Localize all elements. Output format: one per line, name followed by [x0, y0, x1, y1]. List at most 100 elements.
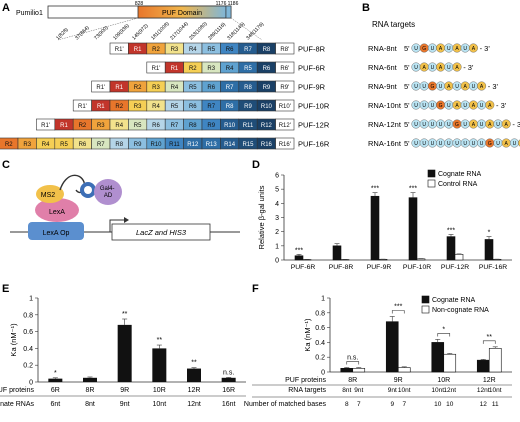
- construct-name: PUF-6R: [298, 64, 326, 73]
- row-label: Number of matched bases: [244, 401, 327, 408]
- nucleotide-letter: U: [447, 46, 451, 52]
- matched-bases-label: 7: [357, 401, 361, 408]
- repeat-label: R9': [280, 85, 289, 91]
- bar: [485, 239, 493, 260]
- panel-label-e: E: [2, 283, 9, 295]
- repeat-label: R1': [41, 123, 50, 129]
- repeat-label: R6': [280, 66, 289, 72]
- repeat-label: R3: [97, 123, 105, 129]
- construct-name: PUF-10R: [298, 102, 330, 111]
- bar: [83, 378, 97, 382]
- x-tick-label: 8R: [86, 387, 95, 394]
- bar: [477, 360, 489, 372]
- gal4-ad-protein: [94, 179, 122, 205]
- significance-mark: ***: [371, 186, 379, 193]
- y-tick-label: 0.8: [23, 312, 33, 319]
- x-tick-label: 9R: [120, 387, 129, 394]
- pumilio-bar: [48, 6, 231, 18]
- cognate-rna-label: 9nt: [120, 401, 130, 408]
- x-tick-label: 12R: [188, 387, 201, 394]
- nucleotide-letter: U: [422, 122, 426, 128]
- nucleotide-letter: G: [488, 141, 492, 147]
- repeat-label: R1': [78, 104, 87, 110]
- repeat-label: R3: [207, 66, 215, 72]
- domain-position-label: 1(828): [55, 27, 70, 42]
- repeat-label: R3: [171, 47, 179, 53]
- repeat-label: R4: [189, 47, 197, 53]
- x-tick-label: PUF-12R: [441, 264, 469, 271]
- domain-position-label: 253(1080): [188, 21, 209, 42]
- repeat-label: R4: [226, 66, 234, 72]
- repeat-label: R4: [171, 85, 179, 91]
- nucleotide-letter: U: [422, 84, 426, 90]
- legend-swatch: [428, 180, 435, 187]
- cognate-rna-label: 6nt: [50, 401, 60, 408]
- repeat-label: R16: [261, 142, 273, 148]
- repeat-label: R10: [150, 142, 162, 148]
- repeat-label: R14: [224, 142, 236, 148]
- legend-label: Control RNA: [438, 181, 478, 188]
- x-tick-label: 8R: [348, 377, 357, 384]
- y-tick-label: 0.2: [23, 363, 33, 370]
- repeat-label: R2: [79, 123, 87, 129]
- panel-label-a: A: [2, 2, 10, 14]
- y-tick-label: 2: [275, 229, 279, 236]
- repeat-label: R10: [261, 104, 273, 110]
- y-tick-label: 0.2: [315, 355, 325, 362]
- cognate-rna-label: 8nt: [85, 401, 95, 408]
- nucleotide-letter: U: [447, 141, 451, 147]
- significance-bracket: [483, 341, 495, 344]
- y-axis-label: Relative β-gal units: [257, 185, 266, 249]
- y-tick-label: 0: [275, 258, 279, 265]
- rna-target-name: RNA-10nt: [368, 101, 402, 110]
- bar: [444, 354, 456, 372]
- rna-3prime: - 3': [463, 63, 474, 72]
- rna-target-name: RNA-9nt: [368, 82, 398, 91]
- gal4-line2: AD: [104, 193, 113, 199]
- row-label: PUF proteins: [0, 387, 34, 394]
- bar: [398, 368, 410, 372]
- y-tick-label: 5: [275, 187, 279, 194]
- repeat-label: R1: [171, 66, 179, 72]
- repeat-label: R1: [115, 85, 123, 91]
- x-tick-label: PUF-9R: [367, 264, 392, 271]
- legend-label: Non-cognate RNA: [432, 307, 489, 314]
- nucleotide-letter: G: [439, 103, 443, 109]
- panel-label-c: C: [2, 159, 10, 171]
- matched-bases-label: 12: [480, 401, 488, 408]
- nucleotide-letter: U: [480, 122, 484, 128]
- panel-label-d: D: [252, 159, 260, 171]
- rna-target-label: 8nt: [342, 387, 351, 394]
- repeat-label: R8: [115, 142, 123, 148]
- transcription-arrowhead: [124, 217, 129, 223]
- repeat-label: R6: [207, 85, 215, 91]
- cognate-rna-label: 16nt: [222, 401, 236, 408]
- puf-protein-inner: [84, 186, 92, 194]
- y-tick-label: 1: [29, 296, 33, 303]
- panel-label-b: B: [362, 2, 370, 14]
- nucleotide-letter: G: [422, 46, 426, 52]
- repeat-label: R11: [169, 142, 180, 148]
- panel-label-f: F: [252, 283, 259, 295]
- nucleotide-letter: U: [463, 122, 467, 128]
- bar: [341, 368, 353, 372]
- nucleotide-letter: U: [439, 84, 443, 90]
- significance-mark: ***: [409, 186, 417, 193]
- rna-target-label: 10nt: [489, 387, 502, 394]
- repeat-label: R2: [189, 66, 197, 72]
- y-axis-label: Ka (nM⁻¹): [303, 318, 312, 352]
- rna-3prime: - 3': [496, 101, 507, 110]
- y-tick-label: 0.4: [315, 340, 325, 347]
- nucleotide-letter: U: [480, 103, 484, 109]
- rna-5prime: 5': [404, 44, 410, 53]
- repeat-label: R4: [152, 104, 160, 110]
- nucleotide-letter: U: [414, 103, 418, 109]
- nucleotide-letter: U: [431, 122, 435, 128]
- nucleotide-letter: U: [447, 103, 451, 109]
- x-tick-label: PUF-10R: [403, 264, 431, 271]
- construct-name: PUF-9R: [298, 83, 326, 92]
- y-axis-label: Ka (nM⁻¹): [9, 323, 18, 357]
- bar: [333, 246, 341, 260]
- nucleotide-letter: U: [422, 103, 426, 109]
